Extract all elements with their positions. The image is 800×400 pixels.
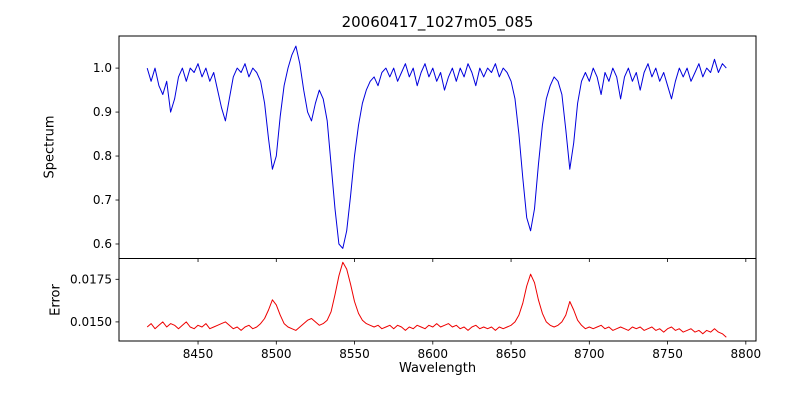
x-tick-label: 8650: [496, 347, 527, 361]
x-tick-label: 8800: [731, 347, 762, 361]
spectrum-line: [146, 45, 727, 249]
error-y-tick-label: 0.0150: [70, 315, 112, 329]
chart-title: 20060417_1027m05_085: [341, 13, 534, 31]
x-tick-label: 8750: [652, 347, 683, 361]
x-axis-label: Wavelength: [398, 361, 477, 376]
error-y-tick-label: 0.0175: [70, 272, 112, 286]
spectrum-panel-border: [118, 35, 757, 259]
spectrum-y-tick-label: 1.0: [93, 61, 112, 75]
spectrum-y-tick-label: 0.9: [93, 105, 112, 119]
error-panel-border: [118, 258, 757, 342]
x-tick-label: 8700: [574, 347, 605, 361]
spectrum-y-tick-label: 0.6: [93, 237, 112, 251]
error-line: [146, 261, 727, 338]
spectrum-y-tick-label: 0.7: [93, 193, 112, 207]
spectrum-y-tick-label: 0.8: [93, 149, 112, 163]
x-tick-label: 8600: [418, 347, 449, 361]
x-tick-label: 8450: [183, 347, 214, 361]
x-tick-label: 8550: [339, 347, 370, 361]
x-tick-label: 8500: [261, 347, 292, 361]
